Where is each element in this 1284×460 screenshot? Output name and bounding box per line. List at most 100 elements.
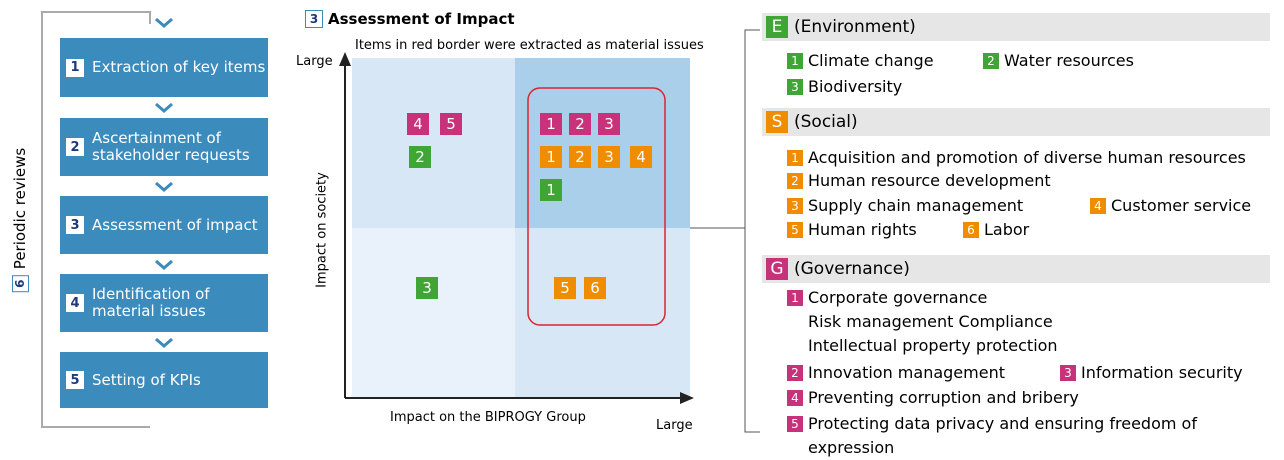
x-axis-end: Large: [656, 418, 693, 433]
item-number: 2: [787, 365, 803, 381]
matrix-note: Items in red border were extracted as ma…: [355, 38, 704, 53]
chevron: [155, 337, 173, 348]
step-number: 2: [66, 138, 84, 156]
title-text: Assessment of Impact: [328, 10, 515, 28]
item-text: Protecting data privacy and ensuring fre…: [808, 414, 1197, 433]
item-number: 2: [983, 53, 999, 69]
step-number: 4: [66, 294, 84, 312]
issue-badge: 2: [569, 146, 591, 168]
issue-badge: 3: [598, 113, 620, 135]
group-name: (Social): [794, 112, 858, 132]
item-text: Labor: [984, 220, 1030, 239]
step-label: Ascertainment of stakeholder requests: [92, 129, 250, 164]
item-text: Innovation management: [808, 363, 1005, 382]
bracket: [744, 29, 760, 433]
item-text: Information security: [1081, 363, 1243, 382]
item-text: Risk management Compliance: [808, 312, 1053, 331]
item-number: 3: [787, 79, 803, 95]
issue-item: 2 Water resources: [983, 49, 1134, 73]
item-text: expression: [808, 438, 895, 457]
step-number: 1: [66, 58, 84, 77]
issue-item: 3 Information security: [1060, 361, 1243, 385]
chevron: [155, 181, 173, 192]
step-label: Assessment of impact: [92, 215, 258, 234]
group-header: E (Environment): [762, 13, 1270, 41]
issue-badge: 1: [540, 146, 562, 168]
step-label: Identification of material issues: [92, 285, 210, 320]
chevron: [155, 102, 173, 113]
item-number: 1: [787, 53, 803, 69]
process-step: 4 Identification of material issues: [60, 274, 268, 332]
item-number: 1: [787, 150, 803, 166]
quadrant: [352, 228, 515, 398]
review-text: Periodic reviews: [11, 147, 29, 270]
item-text: Preventing corruption and bribery: [808, 388, 1079, 407]
step-number: 3: [66, 216, 84, 234]
item-text: Supply chain management: [808, 196, 1024, 215]
group-letter: S: [766, 111, 788, 133]
item-text: Human resource development: [808, 171, 1051, 190]
title-number: 3: [305, 10, 323, 28]
issue-item: 1 Acquisition and promotion of diverse hu…: [787, 146, 1246, 170]
issue-badge: 6: [584, 277, 606, 299]
group-letter: G: [766, 258, 788, 280]
item-number: 6: [963, 222, 979, 238]
quadrant: [515, 58, 690, 228]
item-number: 4: [787, 390, 803, 406]
issue-item: 2 Innovation management: [787, 361, 1005, 385]
y-axis-end: Large: [296, 54, 333, 69]
issue-item: 3 Supply chain management: [787, 194, 1023, 218]
item-number: 5: [787, 416, 803, 432]
item-text: Water resources: [1004, 51, 1134, 70]
chevron: [155, 259, 173, 270]
x-axis-label: Impact on the BIPROGY Group: [390, 410, 586, 425]
issue-badge: 5: [554, 277, 576, 299]
group-name: (Environment): [794, 17, 916, 37]
process-step: 3 Assessment of impact: [60, 196, 268, 254]
group-header: G (Governance): [762, 255, 1270, 283]
quadrant: [352, 58, 515, 228]
issue-item: 1 Corporate governance Risk management Com…: [787, 286, 1058, 358]
material-border: [527, 87, 666, 326]
step-number: 5: [66, 371, 84, 389]
item-number: 2: [787, 173, 803, 189]
step-label: Extraction of key items: [92, 58, 266, 76]
issue-item: 4 Preventing corruption and bribery: [787, 386, 1079, 410]
item-text: Intellectual property protection: [808, 336, 1058, 355]
item-number: 5: [787, 222, 803, 238]
group-header: S (Social): [762, 108, 1270, 136]
issue-badge: 3: [598, 146, 620, 168]
process-step: 1 Extraction of key items: [60, 38, 268, 97]
item-text: Human rights: [808, 220, 917, 239]
issue-badge: 2: [409, 146, 431, 168]
item-text: Biodiversity: [808, 77, 903, 96]
group-letter: E: [766, 16, 788, 38]
issue-badge: 4: [407, 113, 429, 135]
issue-item: 4 Customer service: [1090, 194, 1251, 218]
chevron: [155, 17, 173, 28]
issue-badge: 4: [630, 146, 652, 168]
issue-item: 1 Climate change: [787, 49, 934, 73]
process-step: 2 Ascertainment of stakeholder requests: [60, 118, 268, 176]
issue-badge: 5: [440, 113, 462, 135]
issue-item: 6 Labor: [963, 218, 1029, 242]
issue-item: 5 Human rights: [787, 218, 917, 242]
arrow: [680, 392, 694, 404]
issue-badge: 1: [540, 179, 562, 201]
group-name: (Governance): [794, 259, 910, 279]
issue-badge: 3: [416, 277, 438, 299]
loop-end: [140, 11, 151, 24]
matrix-title: 3 Assessment of Impact: [305, 10, 515, 28]
item-text: Customer service: [1111, 196, 1252, 215]
item-number: 1: [787, 290, 803, 306]
issue-item: 3 Biodiversity: [787, 75, 902, 99]
review-number: 6: [11, 275, 29, 293]
issue-item: 2 Human resource development: [787, 169, 1051, 193]
item-text: Acquisition and promotion of diverse hum…: [808, 148, 1246, 167]
item-number: 3: [1060, 365, 1076, 381]
quadrant: [515, 228, 690, 398]
y-axis-label: Impact on society: [314, 172, 330, 288]
issue-item: 5 Protecting data privacy and ensuring fr…: [787, 412, 1197, 460]
